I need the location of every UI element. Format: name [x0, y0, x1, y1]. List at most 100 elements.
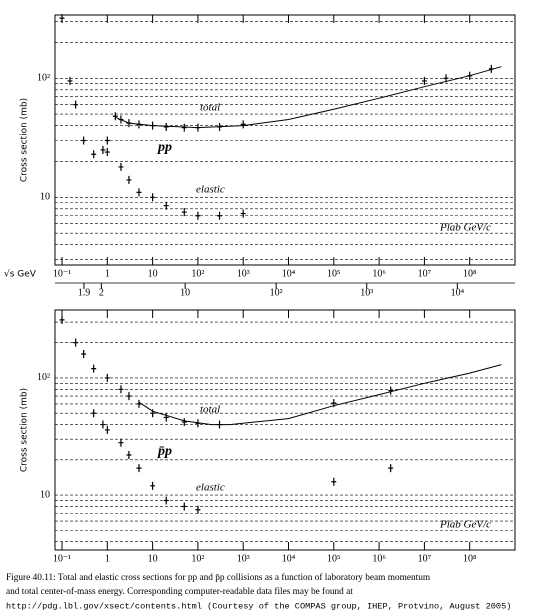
x-tick-label: 10: [148, 553, 158, 564]
caption-line: and total center-of-mass energy. Corresp…: [6, 586, 353, 597]
sqrt-s-tick-label: 10³: [360, 287, 373, 298]
data-point: [136, 399, 142, 408]
x-tick-label: 10⁶: [372, 553, 386, 564]
data-point: [112, 112, 118, 121]
y-axis-label: Cross section (mb): [20, 98, 30, 182]
data-point: [67, 76, 73, 85]
x-tick-label: 1: [105, 268, 110, 279]
annotation: Plab GeV/c: [439, 519, 491, 531]
sqrt-s-tick-label: 10²: [270, 287, 283, 298]
x-tick-label: 10⁻¹: [53, 553, 71, 564]
data-point: [181, 123, 187, 132]
data-point: [163, 201, 169, 210]
data-point: [118, 438, 124, 447]
data-point: [240, 209, 246, 218]
data-point: [163, 122, 169, 131]
data-point: [100, 145, 106, 154]
data-point: [150, 481, 156, 490]
annotation: p̄p: [157, 444, 172, 459]
data-point: [217, 420, 223, 429]
x-tick-label: 10⁶: [372, 268, 386, 279]
data-point: [136, 188, 142, 197]
data-point: [150, 409, 156, 418]
data-point: [118, 385, 124, 394]
plot-frame: [54, 309, 516, 551]
x-tick-label: 10⁴: [282, 553, 296, 564]
x-tick-label: 10⁴: [282, 268, 296, 279]
data-point: [217, 211, 223, 220]
data-point: [104, 373, 110, 382]
x-tick-label: 10³: [237, 268, 250, 279]
plot-frame: [54, 14, 516, 266]
annotation: Plab GeV/c: [439, 222, 491, 234]
data-point: [104, 136, 110, 145]
data-point: [181, 208, 187, 217]
data-point: [81, 136, 87, 145]
x-tick-label: 10⁷: [418, 553, 432, 564]
x-tick-label: 10⁵: [327, 268, 341, 279]
x-tick-label: 1: [105, 553, 110, 564]
x-tick-label: 10²: [191, 268, 204, 279]
data-point: [118, 115, 124, 124]
data-point: [91, 364, 97, 373]
data-point: [331, 399, 337, 408]
data-point: [195, 211, 201, 220]
data-point: [181, 418, 187, 427]
data-point: [217, 122, 223, 131]
data-point: [488, 64, 494, 73]
data-point: [104, 148, 110, 157]
y-tick-label: 10²: [37, 73, 50, 84]
data-point: [150, 121, 156, 130]
data-point: [126, 450, 132, 459]
data-point: [100, 420, 106, 429]
data-point: [421, 76, 427, 85]
fit-curve: [138, 364, 502, 426]
y-tick-label: 10: [40, 192, 50, 203]
fit-curve: [115, 66, 502, 129]
data-point: [163, 496, 169, 505]
data-point: [126, 119, 132, 128]
data-point: [195, 123, 201, 132]
data-point: [181, 502, 187, 511]
x-tick-label: 10³: [237, 553, 250, 564]
caption-line: http://pdg.lbl.gov/xsect/contents.html (…: [6, 601, 511, 611]
x-tick-label: 10⁷: [418, 268, 432, 279]
x-tick-label: 10⁵: [327, 553, 341, 564]
data-point: [104, 425, 110, 434]
sqrt-s-tick-label: 10⁴: [451, 287, 465, 298]
data-point: [443, 74, 449, 83]
data-point: [331, 477, 337, 486]
x-tick-label: 10⁻¹: [53, 268, 71, 279]
data-point: [150, 193, 156, 202]
data-point: [126, 392, 132, 401]
data-point: [195, 505, 201, 514]
sqrt-s-tick-label: 1.9: [78, 287, 91, 298]
data-point: [126, 175, 132, 184]
data-point: [59, 315, 65, 324]
annotation: elastic: [196, 184, 225, 196]
annotation: total: [200, 102, 220, 114]
caption-line: Figure 40.11: Total and elastic cross se…: [6, 572, 431, 583]
y-tick-label: 10: [40, 489, 50, 500]
data-point: [136, 464, 142, 473]
x-tick-label: 10⁸: [463, 268, 477, 279]
x-tick-label: 10⁸: [463, 553, 477, 564]
sqrt-s-tick-label: 2: [99, 287, 104, 298]
data-point: [91, 409, 97, 418]
data-point: [59, 14, 65, 23]
annotation: elastic: [196, 482, 225, 494]
data-point: [73, 338, 79, 347]
data-point: [388, 464, 394, 473]
data-point: [73, 100, 79, 109]
x-tick-label: 10²: [191, 553, 204, 564]
y-tick-label: 10²: [37, 372, 50, 383]
data-point: [91, 150, 97, 159]
data-point: [118, 162, 124, 171]
x-tick-label: 10: [148, 268, 158, 279]
data-point: [240, 120, 246, 129]
sqrt-s-tick-label: 10: [180, 287, 190, 298]
annotation: total: [200, 404, 220, 416]
data-point: [136, 120, 142, 129]
data-point: [195, 419, 201, 428]
